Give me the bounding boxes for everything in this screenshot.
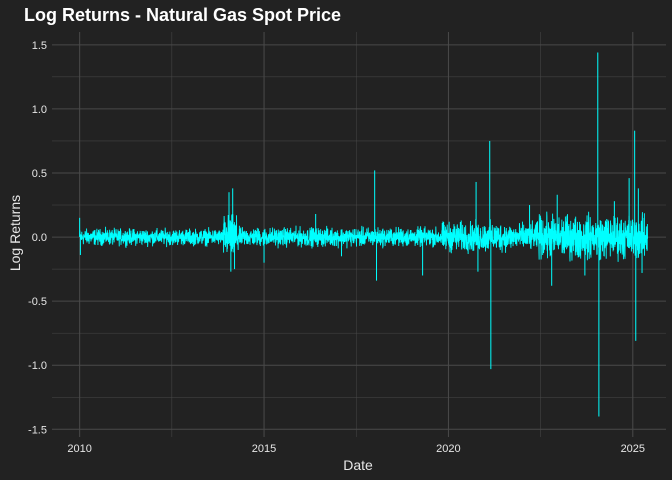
x-tick-label: 2025 xyxy=(621,443,645,455)
spike-layer xyxy=(79,52,643,417)
y-tick-label: -1.0 xyxy=(28,360,47,372)
y-tick-label: 0.0 xyxy=(32,232,47,244)
y-tick-label: -1.5 xyxy=(28,424,47,436)
minor-gridlines xyxy=(52,32,666,437)
y-tick-label: 1.0 xyxy=(32,104,47,116)
x-axis-label: Date xyxy=(343,457,373,473)
y-axis-ticks: -1.5 -1.0 -0.5 0.0 0.5 1.0 1.5 xyxy=(28,40,47,436)
log-returns-series xyxy=(79,211,649,262)
y-tick-label: -0.5 xyxy=(28,296,47,308)
y-tick-label: 1.5 xyxy=(32,40,47,52)
chart-title: Log Returns - Natural Gas Spot Price xyxy=(24,5,341,25)
major-gridlines xyxy=(52,32,666,437)
x-tick-label: 2020 xyxy=(436,443,460,455)
x-axis-ticks: 2010 2015 2020 2025 xyxy=(67,443,645,455)
y-tick-label: 0.5 xyxy=(32,168,47,180)
y-axis-label: Log Returns xyxy=(7,195,23,271)
x-tick-label: 2010 xyxy=(67,443,91,455)
x-tick-label: 2015 xyxy=(252,443,276,455)
